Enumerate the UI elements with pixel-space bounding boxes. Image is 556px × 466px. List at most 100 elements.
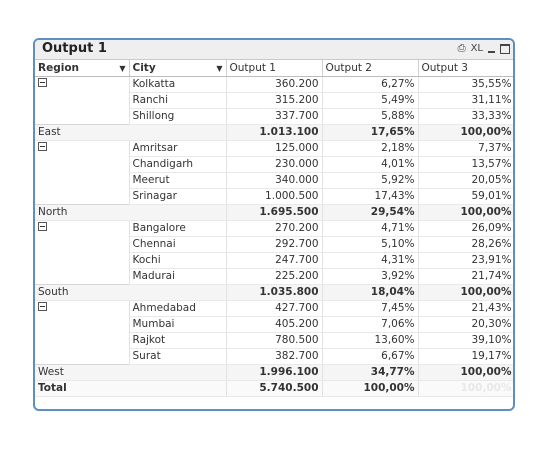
output2-cell: 6,27% [322,76,419,93]
subtotal-output1: 1.996.100 [226,363,323,381]
output3-cell: 23,91% [418,252,513,269]
output3-cell: 28,26% [418,236,513,253]
output3-column-header[interactable]: Output 3 [418,60,513,77]
subtotal-row: South 1.035.800 18,04% 100,00% [35,283,513,301]
output1-cell: 780.500 [226,332,323,349]
city-cell[interactable]: Chandigarh [129,156,227,173]
output3-cell: 59,01% [418,188,513,205]
output3-cell: 19,17% [418,348,513,365]
city-cell[interactable]: Ranchi [129,92,227,109]
city-cell[interactable]: Bangalore [129,220,227,237]
subtotal-output1: 1.035.800 [226,283,323,301]
table-row: Madurai 225.200 3,92% 21,74% [35,268,513,285]
table-row: Surat 382.700 6,67% 19,17% [35,348,513,365]
output2-cell: 5,88% [322,108,419,125]
output3-cell: 35,55% [418,76,513,93]
output2-cell: 4,01% [322,156,419,173]
subtotal-output2: 29,54% [322,203,419,221]
output1-cell: 315.200 [226,92,323,109]
object-title: Output 1 [42,41,107,56]
city-dropdown-icon[interactable]: ▼ [216,63,223,73]
output2-column-header[interactable]: Output 2 [322,60,419,77]
city-cell[interactable]: Madurai [129,268,227,285]
output3-cell: 21,74% [418,268,513,285]
output2-cell: 4,31% [322,252,419,269]
output1-cell: 340.000 [226,172,323,189]
subtotal-output2: 17,65% [322,123,419,141]
table-row: Shillong 337.700 5,88% 33,33% [35,108,513,125]
city-cell[interactable]: Srinagar [129,188,227,205]
collapse-icon[interactable] [38,301,47,311]
subtotal-output3: 100,00% [418,283,513,301]
table-row: Ranchi 315.200 5,49% 31,11% [35,92,513,109]
city-cell[interactable]: Meerut [129,172,227,189]
region-dropdown-icon[interactable]: ▼ [119,63,126,73]
output2-cell: 5,92% [322,172,419,189]
print-icon[interactable]: ⎙ [457,43,466,54]
region-label[interactable]: South [35,283,227,301]
region-label[interactable]: North [35,203,227,221]
subtotal-output1: 1.013.100 [226,123,323,141]
subtotal-row: West 1.996.100 34,77% 100,00% [35,363,513,381]
output3-cell: 7,37% [418,140,513,157]
pivot-table-object: Output 1 ⎙ XL Region ▼ City ▼ Output 1 Out… [33,38,515,411]
output1-cell: 292.700 [226,236,323,253]
output1-column-header[interactable]: Output 1 [226,60,323,77]
output1-cell: 360.200 [226,76,323,93]
region-cell [35,76,130,124]
minimize-icon[interactable] [488,50,495,53]
city-cell[interactable]: Mumbai [129,316,227,333]
city-cell[interactable]: Kochi [129,252,227,269]
output3-cell: 20,30% [418,316,513,333]
subtotal-output2: 18,04% [322,283,419,301]
object-caption-bar: Output 1 ⎙ XL [35,40,513,60]
city-cell[interactable]: Kolkatta [129,76,227,93]
output3-cell: 21,43% [418,300,513,317]
subtotal-row: North 1.695.500 29,54% 100,00% [35,203,513,221]
table-row: Meerut 340.000 5,92% 20,05% [35,172,513,189]
maximize-icon[interactable] [500,44,510,54]
collapse-icon[interactable] [38,77,47,87]
total-output3: 100,00% [418,379,513,397]
output1-cell: 270.200 [226,220,323,237]
output1-cell: 230.000 [226,156,323,173]
region-label[interactable]: West [35,363,227,381]
header-row: Region ▼ City ▼ Output 1 Output 2 Output 3 [35,60,513,77]
region-label[interactable]: East [35,123,227,141]
output2-cell: 4,71% [322,220,419,237]
subtotal-output3: 100,00% [418,363,513,381]
output3-cell: 39,10% [418,332,513,349]
total-output2: 100,00% [322,379,419,397]
table-row: Kochi 247.700 4,31% 23,91% [35,252,513,269]
city-cell[interactable]: Chennai [129,236,227,253]
total-output1: 5.740.500 [226,379,323,397]
subtotal-output3: 100,00% [418,203,513,221]
region-cell [35,300,130,364]
region-column-header[interactable]: Region ▼ [35,60,130,77]
output1-cell: 337.700 [226,108,323,125]
total-row: Total 5.740.500 100,00% 100,00% [35,379,513,397]
subtotal-row: East 1.013.100 17,65% 100,00% [35,123,513,141]
city-cell[interactable]: Rajkot [129,332,227,349]
city-cell[interactable]: Amritsar [129,140,227,157]
collapse-icon[interactable] [38,141,47,151]
city-column-header[interactable]: City ▼ [129,60,227,77]
send-to-excel-button[interactable]: XL [470,43,483,54]
table-row: Chandigarh 230.000 4,01% 13,57% [35,156,513,173]
output1-cell: 1.000.500 [226,188,323,205]
subtotal-output3: 100,00% [418,123,513,141]
city-cell[interactable]: Ahmedabad [129,300,227,317]
total-label: Total [35,379,227,397]
output3-cell: 20,05% [418,172,513,189]
pivot-table: Region ▼ City ▼ Output 1 Output 2 Output 3… [35,60,513,397]
output1-cell: 125.000 [226,140,323,157]
collapse-icon[interactable] [38,221,47,231]
region-cell [35,140,130,204]
city-cell[interactable]: Surat [129,348,227,365]
output3-cell: 26,09% [418,220,513,237]
table-row: Srinagar 1.000.500 17,43% 59,01% [35,188,513,205]
city-cell[interactable]: Shillong [129,108,227,125]
table-row: Bangalore 270.200 4,71% 26,09% [35,220,513,284]
output1-cell: 427.700 [226,300,323,317]
output1-cell: 405.200 [226,316,323,333]
